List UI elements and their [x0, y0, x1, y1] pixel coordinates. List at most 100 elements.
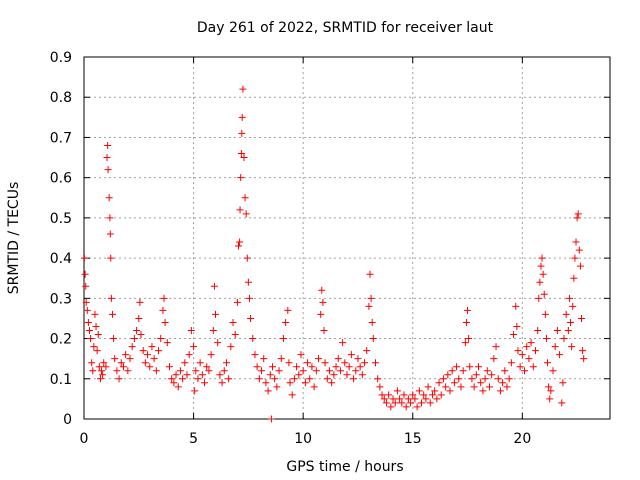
data-point: [503, 383, 511, 391]
data-point: [404, 395, 412, 403]
data-point: [540, 290, 548, 298]
data-point: [556, 351, 564, 359]
data-point: [446, 387, 454, 395]
data-point: [459, 367, 467, 375]
data-point: [106, 214, 114, 222]
data-point: [95, 363, 103, 371]
data-point: [366, 270, 374, 278]
data-point: [84, 318, 92, 326]
data-point: [161, 318, 169, 326]
data-point: [387, 403, 395, 411]
data-point: [235, 242, 243, 250]
data-point: [163, 339, 171, 347]
data-point: [574, 210, 582, 218]
data-point: [448, 367, 456, 375]
data-point: [569, 302, 577, 310]
data-point: [312, 367, 320, 375]
data-point: [521, 367, 529, 375]
data-point: [564, 327, 572, 335]
data-point: [225, 375, 233, 383]
data-point: [93, 347, 101, 355]
data-point: [534, 327, 542, 335]
data-point: [271, 375, 279, 383]
data-point: [194, 375, 202, 383]
data-point: [376, 383, 384, 391]
data-point: [490, 355, 498, 363]
data-point: [580, 355, 588, 363]
data-point: [358, 371, 366, 379]
data-point: [249, 335, 257, 343]
data-point: [100, 359, 108, 367]
data-point: [468, 375, 476, 383]
data-point: [455, 375, 463, 383]
data-point: [185, 351, 193, 359]
data-point: [227, 343, 235, 351]
data-point: [433, 395, 441, 403]
data-point: [551, 343, 559, 351]
data-point: [290, 375, 298, 383]
y-tick-label: 0.3: [50, 291, 72, 307]
data-point: [203, 363, 211, 371]
data-point: [83, 306, 91, 314]
data-point: [477, 379, 485, 387]
data-point: [80, 254, 88, 262]
data-point: [258, 367, 266, 375]
data-point: [222, 359, 230, 367]
data-point: [102, 363, 110, 371]
y-tick-label: 0.9: [50, 50, 72, 66]
y-tick-label: 0.8: [50, 90, 72, 106]
data-point: [88, 359, 96, 367]
data-point: [255, 375, 263, 383]
y-tick-label: 0.5: [50, 211, 72, 227]
data-point: [117, 359, 125, 367]
data-point: [336, 367, 344, 375]
data-point: [323, 375, 331, 383]
data-point: [119, 363, 127, 371]
data-point: [374, 375, 382, 383]
data-point: [150, 355, 158, 363]
data-point: [411, 395, 419, 403]
data-points: [80, 85, 588, 423]
data-point: [462, 318, 470, 326]
data-point: [321, 359, 329, 367]
data-point: [365, 302, 373, 310]
data-point: [396, 395, 404, 403]
data-point: [220, 367, 228, 375]
data-point: [110, 335, 118, 343]
data-point: [277, 355, 285, 363]
data-point: [328, 379, 336, 387]
data-point: [559, 379, 567, 387]
data-point: [89, 367, 97, 375]
data-point: [135, 314, 143, 322]
data-point: [507, 359, 515, 367]
data-point: [284, 306, 292, 314]
data-point: [268, 363, 276, 371]
data-point: [531, 347, 539, 355]
data-point: [514, 347, 522, 355]
data-point: [239, 85, 247, 93]
data-point: [368, 318, 376, 326]
data-point: [318, 286, 326, 294]
data-point: [391, 399, 399, 407]
data-point: [279, 335, 287, 343]
data-point: [413, 403, 421, 411]
data-point: [472, 371, 480, 379]
data-point: [205, 367, 213, 375]
data-point: [444, 371, 452, 379]
data-point: [212, 310, 219, 318]
data-point: [341, 359, 349, 367]
data-point: [137, 331, 145, 339]
data-point: [237, 150, 245, 158]
data-point: [176, 367, 184, 375]
x-axis-label: GPS time / hours: [286, 459, 403, 475]
y-tick-label: 0: [63, 412, 72, 428]
data-point: [157, 335, 165, 343]
data-point: [251, 351, 259, 359]
data-point: [91, 310, 99, 318]
data-point: [339, 339, 347, 347]
data-point: [242, 210, 250, 218]
data-point: [572, 238, 580, 246]
y-tick-label: 0.6: [50, 171, 72, 187]
data-point: [130, 335, 138, 343]
data-point: [527, 339, 535, 347]
